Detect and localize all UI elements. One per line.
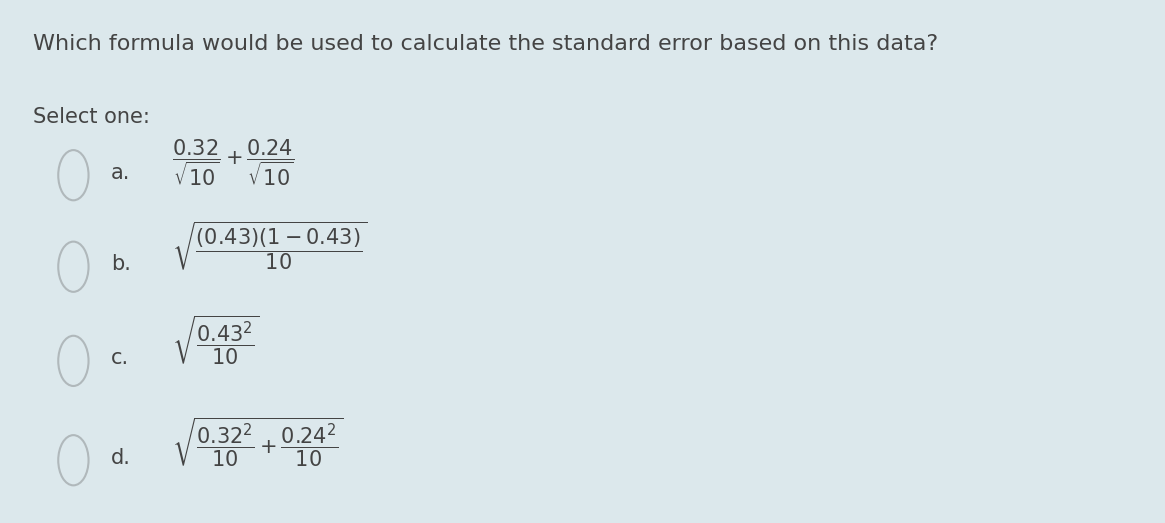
Ellipse shape	[58, 435, 89, 485]
Text: d.: d.	[111, 448, 130, 468]
Text: c.: c.	[111, 348, 129, 368]
Ellipse shape	[58, 242, 89, 292]
Text: a.: a.	[111, 163, 130, 183]
Ellipse shape	[58, 336, 89, 386]
Ellipse shape	[58, 150, 89, 200]
Text: $\dfrac{0.32}{\sqrt{10}} + \dfrac{0.24}{\sqrt{10}}$: $\dfrac{0.32}{\sqrt{10}} + \dfrac{0.24}{…	[172, 137, 295, 188]
Text: $\sqrt{\dfrac{0.32^2}{10} + \dfrac{0.24^2}{10}}$: $\sqrt{\dfrac{0.32^2}{10} + \dfrac{0.24^…	[172, 415, 344, 469]
Text: $\sqrt{\dfrac{(0.43)(1-0.43)}{10}}$: $\sqrt{\dfrac{(0.43)(1-0.43)}{10}}$	[172, 220, 368, 272]
Text: Select one:: Select one:	[33, 107, 149, 127]
Text: b.: b.	[111, 254, 130, 274]
Text: Which formula would be used to calculate the standard error based on this data?: Which formula would be used to calculate…	[33, 34, 938, 54]
Text: $\sqrt{\dfrac{0.43^2}{10}}$: $\sqrt{\dfrac{0.43^2}{10}}$	[172, 313, 260, 367]
